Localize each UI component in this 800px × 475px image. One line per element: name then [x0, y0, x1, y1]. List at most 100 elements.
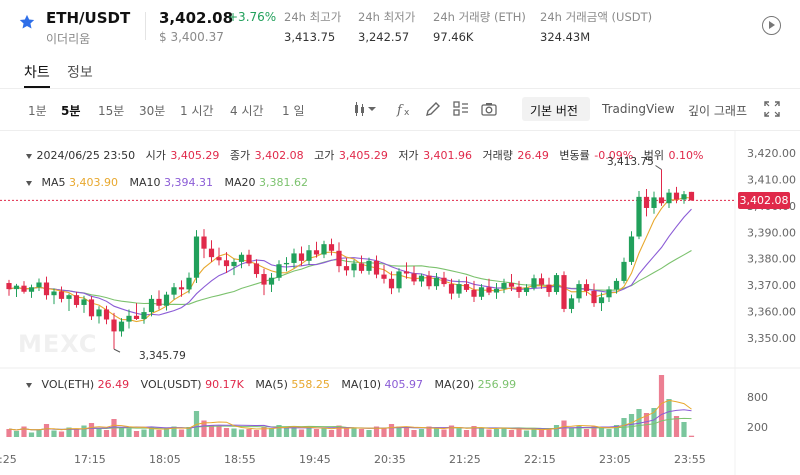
stat-volume-label: 24h 거래량 (ETH)	[433, 10, 526, 24]
depth-chart-button[interactable]: 깊이 그래프	[688, 104, 748, 118]
collapse-triangle-icon[interactable]	[26, 180, 32, 186]
chevron-down-icon[interactable]	[366, 100, 378, 118]
volume-bar	[13, 431, 20, 437]
last-price: 3,402.08	[159, 9, 234, 27]
volume-bar	[501, 427, 507, 437]
volume-bar	[231, 428, 237, 437]
tradingview-button[interactable]: TradingView	[602, 102, 675, 116]
volume-bar	[516, 428, 522, 437]
candle-body	[178, 287, 185, 290]
stat-volume-value: 97.46K	[433, 30, 474, 44]
time-axis-label: 23:05	[599, 453, 631, 466]
fullscreen-icon[interactable]	[764, 101, 780, 117]
legend-low: 3,401.96	[423, 149, 473, 162]
candle-type-icon[interactable]	[352, 100, 370, 118]
volume-bar	[598, 428, 605, 437]
interval-1d[interactable]: 1 일	[282, 104, 305, 118]
volume-bar	[433, 427, 440, 437]
candle-body	[21, 285, 27, 292]
candle-body	[66, 295, 72, 299]
candle-body	[553, 275, 560, 293]
volume-bar	[418, 429, 425, 437]
tab-info[interactable]: 정보	[67, 65, 93, 81]
candle-body	[111, 319, 117, 332]
interval-1m[interactable]: 1분	[28, 104, 47, 118]
volume-bar	[343, 428, 350, 437]
pair-symbol[interactable]: ETH/USDT	[46, 9, 131, 27]
volume-bar	[306, 427, 312, 437]
volume-bar	[531, 429, 537, 437]
volume-bar	[223, 428, 230, 437]
vol-ma10-label: MA(10)	[341, 378, 382, 391]
legend-range-label: 범위	[643, 149, 664, 162]
candle-body	[81, 299, 87, 305]
volume-bar	[673, 416, 680, 437]
tab-chart[interactable]: 차트	[24, 65, 50, 81]
volume-bar	[126, 428, 132, 437]
low-annotation: 3,345.79	[139, 350, 186, 362]
play-circle-icon[interactable]	[762, 16, 781, 35]
candle-body	[88, 299, 95, 317]
collapse-triangle-icon[interactable]	[26, 153, 32, 159]
volume-bar	[283, 427, 290, 437]
volume-bar	[36, 430, 42, 437]
camera-icon[interactable]	[480, 100, 498, 118]
volume-ma5-line	[8, 399, 692, 431]
volume-bar	[208, 425, 215, 437]
volume-bar	[58, 431, 65, 437]
volume-legend: VOL(ETH) 26.49 VOL(USDT) 90.17K MA(5) 55…	[26, 378, 516, 391]
ma10-label: MA10	[129, 176, 161, 189]
ma20-value: 3,381.62	[259, 176, 308, 189]
candle-body	[201, 236, 207, 249]
layout-grid-icon[interactable]	[452, 100, 470, 118]
legend-close: 3,402.08	[254, 149, 304, 162]
usd-price: $ 3,400.37	[159, 30, 224, 44]
volume-bar	[96, 428, 102, 437]
volume-bar	[396, 426, 402, 437]
candle-body	[328, 244, 335, 251]
volume-bar	[681, 422, 687, 437]
volume-bar	[358, 429, 365, 437]
candle-body	[396, 271, 402, 289]
volume-bar	[493, 429, 500, 437]
indicator-fx-icon[interactable]: f x	[396, 100, 414, 118]
candle-body	[148, 298, 155, 313]
volume-bar	[141, 429, 147, 437]
interval-5m[interactable]: 5분	[61, 104, 81, 118]
candle-body	[486, 287, 492, 293]
volume-bar	[553, 425, 560, 437]
high-annotation: 3,413.75	[607, 156, 654, 168]
ma20-label: MA20	[224, 176, 256, 189]
interval-1h[interactable]: 1 시간	[180, 104, 214, 118]
candle-body	[343, 266, 350, 271]
ma5-line	[8, 196, 692, 323]
candle-body	[546, 284, 552, 293]
time-axis-label: 22:15	[524, 453, 556, 466]
volume-bar	[268, 428, 275, 437]
volume-bar	[66, 427, 72, 437]
interval-15m[interactable]: 15분	[98, 104, 125, 118]
basic-version-label[interactable]: 기본 버전	[530, 104, 578, 118]
candle-body	[358, 263, 365, 271]
candle-body	[448, 284, 455, 294]
volume-bar	[613, 425, 620, 437]
candle-body	[388, 278, 395, 289]
candle-body	[441, 277, 447, 285]
candle-body	[426, 275, 432, 287]
volume-bar	[441, 429, 447, 437]
basic-version-button[interactable]	[522, 97, 590, 121]
volume-bar	[561, 420, 567, 437]
interval-4h[interactable]: 4 시간	[230, 104, 264, 118]
time-axis-label: 19:45	[299, 453, 331, 466]
candlestick-chart[interactable]: 3,420.003,410.003,400.003,390.003,380.00…	[0, 131, 800, 475]
interval-30m[interactable]: 30분	[139, 104, 166, 118]
candle-body	[306, 250, 312, 261]
stat-turnover-value: 324.43M	[540, 30, 591, 44]
candle-body	[373, 260, 380, 275]
pencil-icon[interactable]	[424, 100, 442, 118]
favorite-star-icon[interactable]	[18, 13, 36, 31]
collapse-triangle-icon[interactable]	[26, 382, 32, 388]
volume-bar	[448, 425, 455, 437]
stat-low-label: 24h 최저가	[358, 10, 416, 24]
change-percent: +3.76%	[228, 10, 277, 24]
